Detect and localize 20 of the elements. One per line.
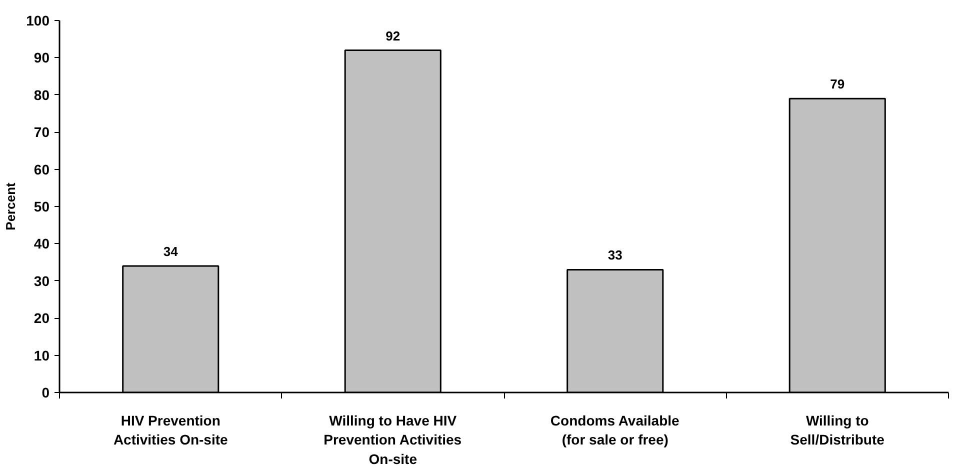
y-tick-label: 30 [34,272,50,289]
data-label: 92 [386,28,400,44]
y-tick-label: 20 [34,310,50,326]
x-tick-label: Willing to Sell/Distribute [790,412,885,448]
y-axis-title: Percent [3,182,18,230]
x-tick-label: Condoms Available (for sale or free) [550,412,680,448]
y-tick-label: 90 [34,50,50,66]
y-tick-label: 70 [34,124,50,140]
y-tick-label: 80 [34,86,50,103]
data-label: 34 [163,244,179,260]
data-label: 79 [830,76,845,92]
y-tick-label: 100 [26,12,50,28]
y-tick-label: 0 [42,384,50,400]
x-tick-label: Willing to Have HIV Prevention Activities On-site [324,412,462,467]
y-tick-label: 10 [34,347,50,364]
data-label: 33 [608,248,622,263]
y-tick-label: 60 [34,161,50,178]
x-tick-label: HIV Prevention Activities On-site [113,412,228,448]
y-tick-label: 50 [34,198,50,214]
y-tick-label: 40 [34,236,50,252]
